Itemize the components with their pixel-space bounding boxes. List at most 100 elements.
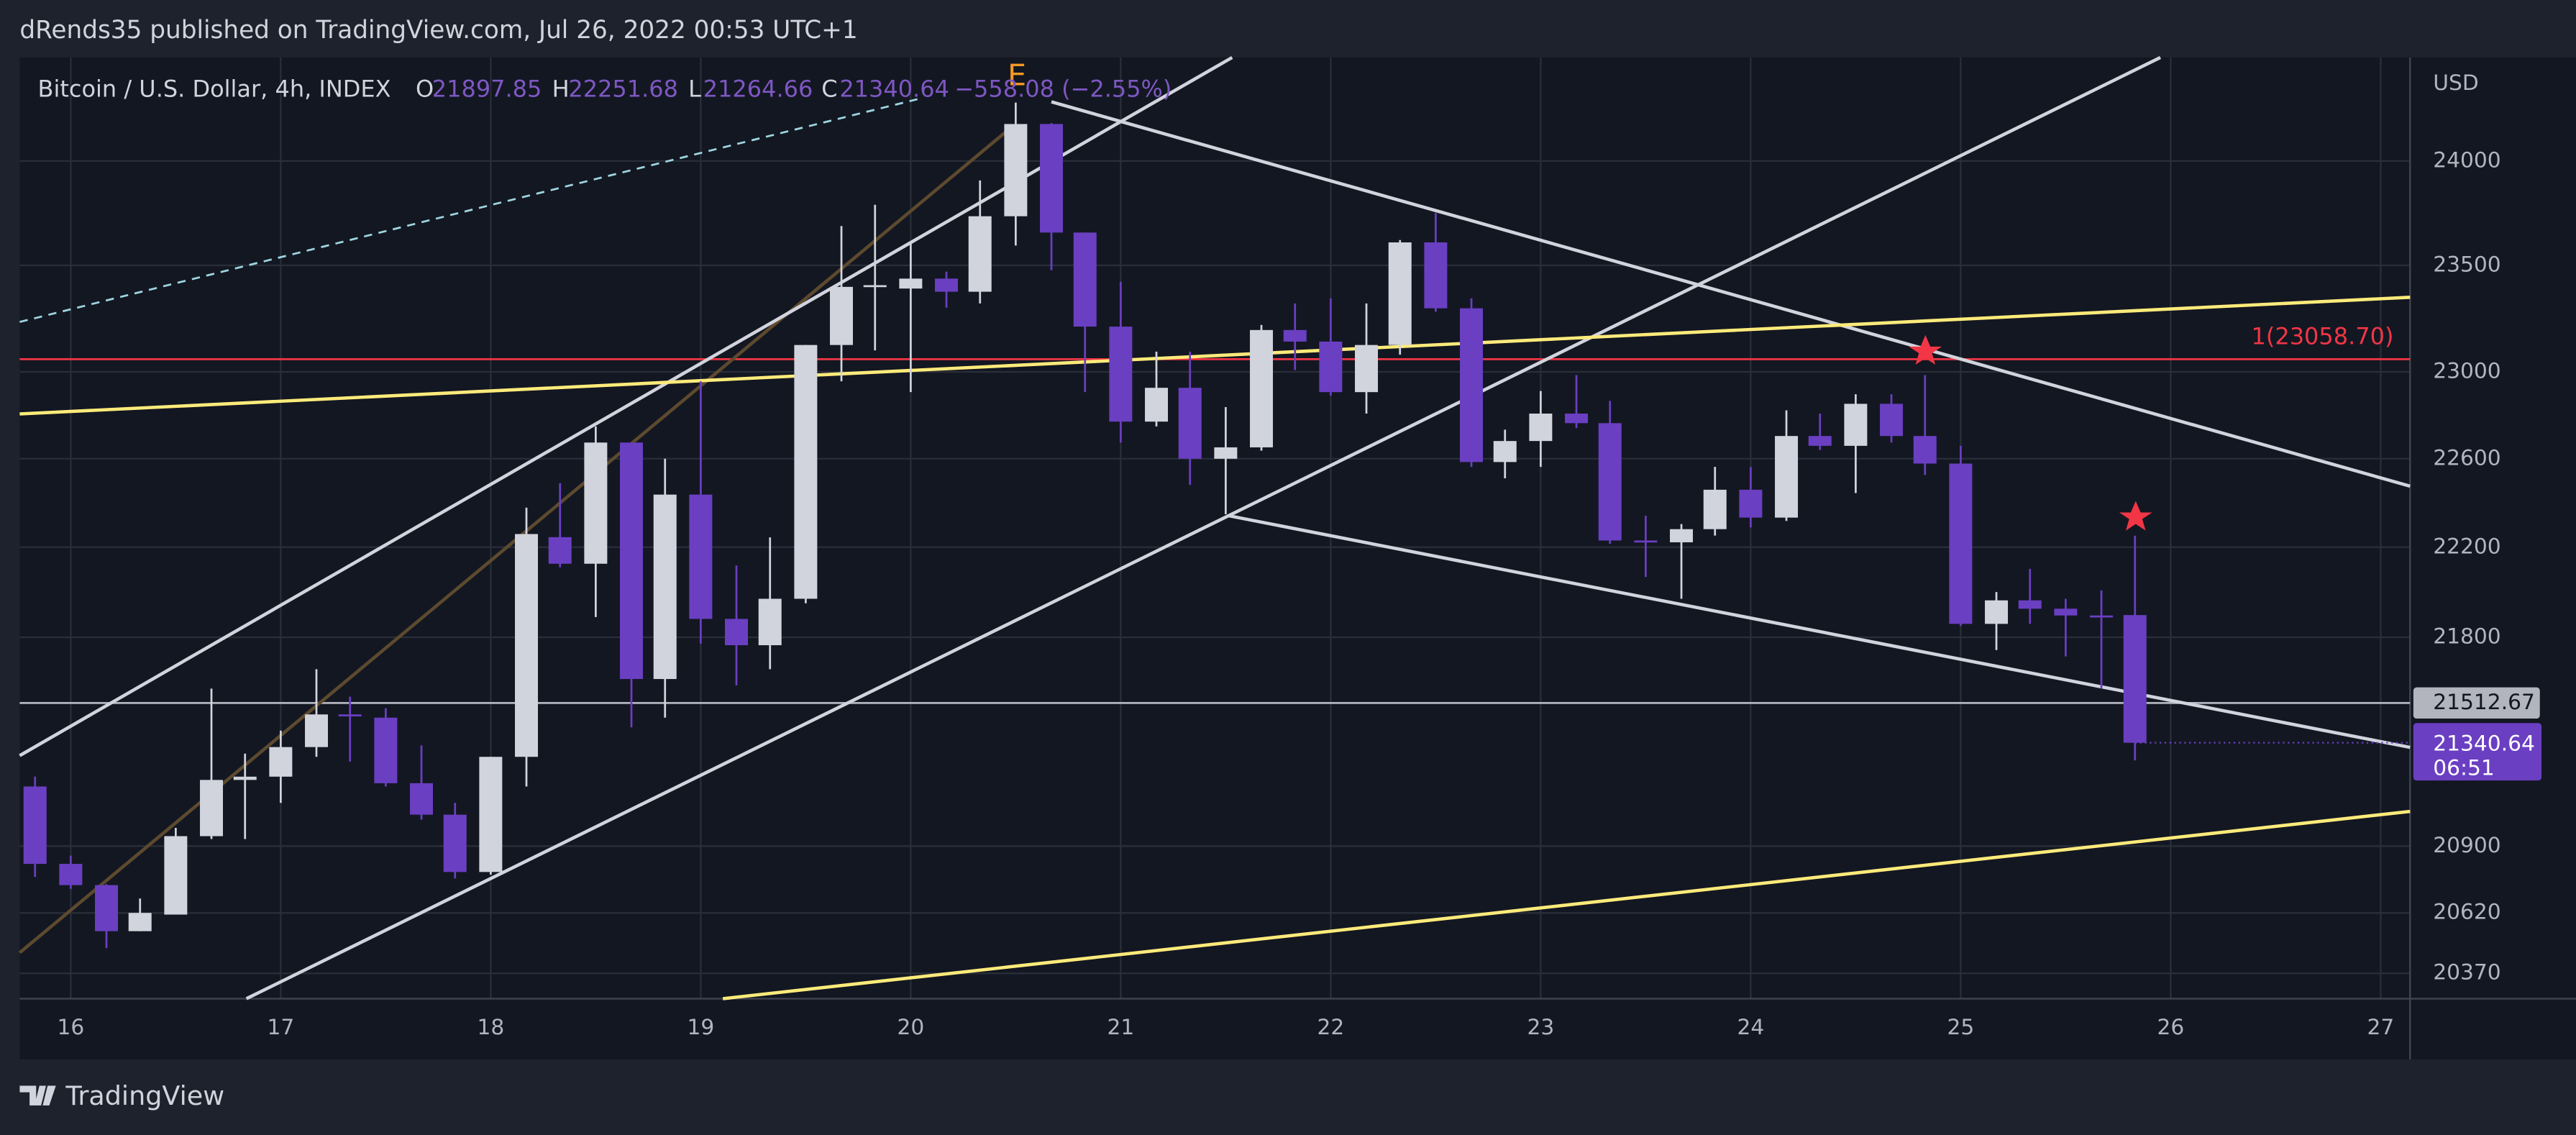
candle-body <box>2054 608 2078 616</box>
candle-body <box>1529 414 1553 442</box>
candle-body <box>620 442 644 680</box>
candle-body <box>1424 242 1448 309</box>
currency-label: USD <box>2433 70 2478 96</box>
y-tick-label: 23500 <box>2433 252 2500 277</box>
countdown-label: 06:51 <box>2433 756 2495 781</box>
candle-body <box>1703 489 1727 529</box>
candle-body <box>59 864 83 885</box>
annotation-label: E <box>1008 58 1026 92</box>
candle-body <box>1880 404 1904 437</box>
x-tick-label: 18 <box>477 1015 504 1040</box>
candle-body <box>1634 540 1658 543</box>
candle-body <box>1178 388 1202 459</box>
y-tick-label: 24000 <box>2433 147 2500 173</box>
last-price-badge <box>2413 723 2542 781</box>
price-badge-label: 21512.67 <box>2433 690 2535 715</box>
y-tick-label: 20620 <box>2433 900 2500 925</box>
candle-body <box>269 747 293 777</box>
x-tick-label: 26 <box>2157 1015 2184 1040</box>
star-marker <box>2119 501 2152 531</box>
x-tick-label: 25 <box>1947 1015 1974 1040</box>
candle-body <box>410 783 434 815</box>
x-tick-label: 23 <box>1527 1015 1554 1040</box>
publish-header: dRends35 published on TradingView.com, J… <box>19 16 857 45</box>
candle-body <box>1319 341 1343 393</box>
x-tick-label: 17 <box>267 1015 294 1040</box>
grid: 16 17 18 19 20 21 22 23 24 25 26 27 20370 20620 20900 2… <box>19 57 2501 1040</box>
trend-line <box>245 55 2162 1000</box>
candle-body <box>1073 232 1097 327</box>
candle-body <box>2018 600 2042 609</box>
symbol-label: Bitcoin / U.S. Dollar, 4h, INDEX <box>38 76 391 103</box>
candle-body <box>1565 414 1589 424</box>
candle-body <box>374 717 398 783</box>
candle-body <box>479 757 503 872</box>
legend-change: −558.08 (−2.55%) <box>954 76 1171 103</box>
candle-body <box>1040 124 1064 233</box>
horizontal-line-label: 1(23058.70) <box>2252 323 2394 350</box>
x-tick-label: 21 <box>1107 1015 1134 1040</box>
candle-body <box>1004 124 1028 216</box>
candle-body <box>95 885 119 931</box>
brand-logo <box>19 1085 56 1106</box>
trend-line <box>19 97 921 323</box>
candle-body <box>23 786 47 865</box>
legend-key: L <box>688 76 701 103</box>
candle-body <box>584 442 608 564</box>
candle-body <box>2123 615 2147 743</box>
candle-body <box>1355 345 1379 393</box>
candle-body <box>548 537 572 564</box>
x-tick-label: 24 <box>1737 1015 1764 1040</box>
candle-body <box>863 285 887 288</box>
trend-line <box>19 296 2411 416</box>
y-tick-label: 22600 <box>2433 445 2500 470</box>
candle-body <box>1250 329 1274 447</box>
candle-body <box>1913 436 1937 464</box>
candle-body <box>1460 308 1484 462</box>
legend-key: H <box>552 76 570 103</box>
candle-body <box>1145 388 1169 422</box>
candle-body <box>2090 615 2114 618</box>
y-tick-label: 22200 <box>2433 534 2500 559</box>
trend-line <box>19 55 1233 757</box>
candle-body <box>1598 423 1622 541</box>
candle-body <box>653 494 677 680</box>
candle-body <box>725 619 749 646</box>
y-tick-label: 20900 <box>2433 833 2500 858</box>
legend-value: 21897.85 <box>432 76 542 103</box>
legend-value: 22251.68 <box>568 76 678 103</box>
candle-body <box>305 714 329 747</box>
x-tick-label: 16 <box>57 1015 84 1040</box>
brand-name: TradingView <box>65 1080 224 1111</box>
candle-body <box>1283 329 1307 342</box>
x-tick-label: 20 <box>897 1015 924 1040</box>
candles <box>23 102 2147 949</box>
chart-area <box>19 57 2576 1059</box>
candle-body <box>1985 600 2009 624</box>
x-tick-label: 22 <box>1317 1015 1344 1040</box>
trend-line <box>1228 514 2411 749</box>
legend-key: O <box>416 76 434 103</box>
candle-body <box>1214 447 1238 459</box>
candle-body <box>1844 404 1868 446</box>
last-price-label: 21340.64 <box>2433 731 2535 756</box>
trend-line <box>1051 100 2411 488</box>
legend-key: C <box>821 76 837 103</box>
markers: E <box>1008 58 2152 531</box>
y-tick-label: 23000 <box>2433 358 2500 383</box>
candle-body <box>1949 463 1973 624</box>
candle-body <box>1775 436 1799 518</box>
candle-body <box>1808 436 1832 446</box>
y-tick-label: 21800 <box>2433 624 2500 649</box>
candle-body <box>968 216 992 292</box>
x-tick-label: 19 <box>687 1015 714 1040</box>
candle-body <box>935 278 959 292</box>
candle-body <box>200 780 224 837</box>
candle-body <box>233 776 257 780</box>
candle-body <box>443 814 467 872</box>
candle-body <box>830 286 854 345</box>
candle-body <box>1739 489 1763 518</box>
candle-body <box>794 345 818 599</box>
